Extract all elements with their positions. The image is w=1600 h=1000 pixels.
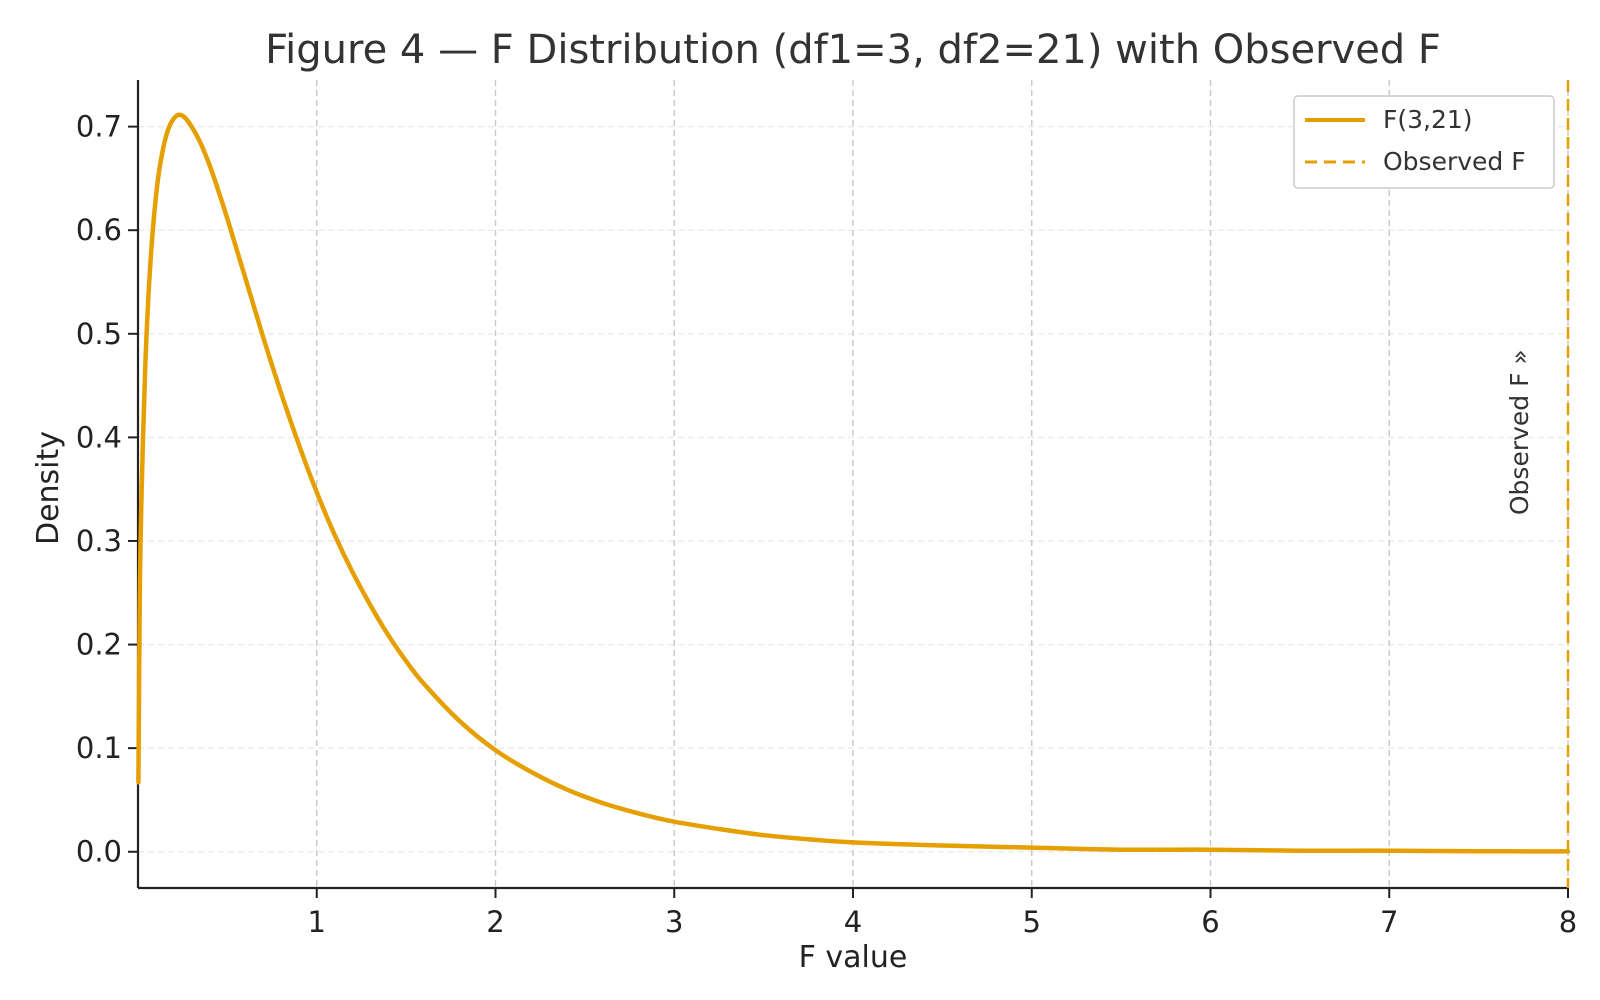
- y-tick-label: 0.2: [76, 628, 122, 662]
- x-tick-label: 3: [665, 905, 683, 939]
- series-line-f-3-21: [136, 112, 1571, 854]
- y-tick-label: 0.3: [76, 524, 122, 558]
- grid: [138, 80, 1569, 888]
- x-tick-label: 2: [486, 905, 504, 939]
- y-tick-label: 0.4: [76, 420, 122, 454]
- x-tick-label: 1: [308, 905, 326, 939]
- x-tick-label: 7: [1380, 905, 1398, 939]
- x-tick-label: 5: [1023, 905, 1041, 939]
- observed-f-annotation: Observed F »: [1505, 349, 1534, 515]
- x-tick-label: 6: [1201, 905, 1219, 939]
- plot-area: [136, 80, 1571, 888]
- y-tick-label: 0.6: [76, 213, 122, 247]
- legend-label-f-distribution: F(3,21): [1383, 105, 1473, 134]
- chart-title: Figure 4 — F Distribution (df1=3, df2=21…: [265, 27, 1441, 73]
- y-tick-label: 0.0: [76, 835, 122, 869]
- y-tick-label: 0.1: [76, 731, 122, 765]
- y-axis-label: Density: [31, 431, 66, 545]
- legend: F(3,21) Observed F: [1293, 95, 1555, 189]
- tick-labels: 0.0 0.1 0.2 0.3 0.4 0.5 0.6 0.7 1 2 3 4 5 6 7 8: [76, 110, 1577, 939]
- x-tick-label: 4: [844, 905, 862, 939]
- y-tick-label: 0.7: [76, 110, 122, 144]
- x-tick-label: 8: [1559, 905, 1577, 939]
- x-axis-label: F value: [799, 940, 908, 975]
- legend-label-observed-f: Observed F: [1383, 147, 1526, 176]
- y-tick-label: 0.5: [76, 317, 122, 351]
